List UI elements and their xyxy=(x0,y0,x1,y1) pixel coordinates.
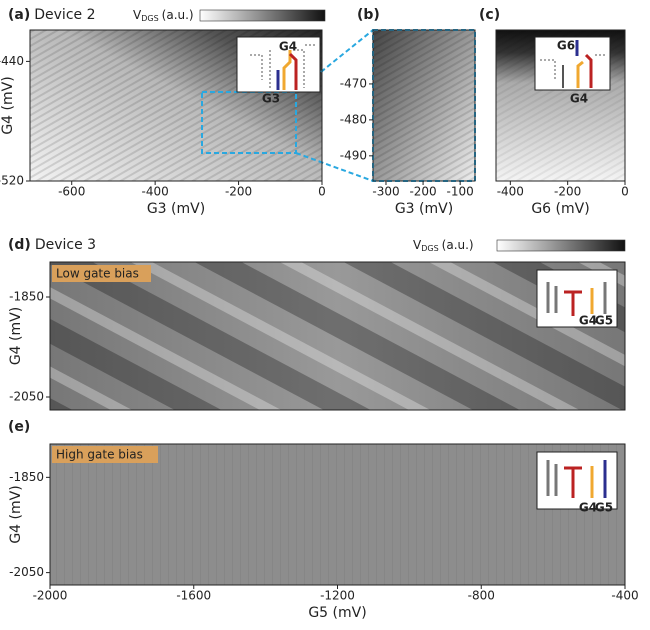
heatmap-texture xyxy=(50,444,625,585)
badge: Low gate bias xyxy=(56,267,139,281)
x-tick-label: -200 xyxy=(554,185,581,199)
y-axis-label: G4 (mV) xyxy=(8,307,24,365)
layout xyxy=(30,9,626,585)
panel-label: (e) xyxy=(8,419,30,435)
panel-label: (d) xyxy=(8,237,31,253)
y-axis-label: G4 (mV) xyxy=(8,485,24,543)
plot-frame xyxy=(372,29,476,182)
x-tick-label: -300 xyxy=(372,185,399,199)
inset-e xyxy=(536,451,618,510)
y-tick-label: -440 xyxy=(0,54,24,68)
inset-label: G6 xyxy=(557,39,575,53)
y-tick-label: -470 xyxy=(340,76,367,90)
panel-label: (a) xyxy=(8,7,30,23)
badge: High gate bias xyxy=(56,448,143,462)
inset-label: G4 xyxy=(570,92,588,106)
gate xyxy=(576,60,584,88)
plot-frame xyxy=(29,29,323,182)
colorbar-symbol: V xyxy=(133,8,142,22)
x-tick-label: 0 xyxy=(318,185,326,199)
colorbar-subscript: DGS xyxy=(141,14,158,23)
inset-label: G4 xyxy=(579,314,597,328)
x-tick-label: -800 xyxy=(468,589,495,603)
x-tick-label: -600 xyxy=(58,185,85,199)
inset-label: G3 xyxy=(262,92,280,106)
x-axis-label: G5 (mV) xyxy=(308,605,366,621)
gate xyxy=(564,290,582,316)
panel-label: (b) xyxy=(357,7,380,23)
badge-bg xyxy=(52,446,158,463)
colorbar-label: VDGS (a.u.) xyxy=(133,8,194,23)
panel-label: (c) xyxy=(479,7,500,23)
y-tick-label: -520 xyxy=(0,174,24,188)
gate xyxy=(288,52,298,90)
x-tick-label: -2000 xyxy=(33,589,68,603)
panel-heading: (a) Device 2 xyxy=(8,7,96,23)
colorbar-subscript: DGS xyxy=(421,244,438,253)
plot-frame xyxy=(49,261,626,411)
y-tick-label: -490 xyxy=(340,148,367,162)
inset-label: G4 xyxy=(579,501,597,515)
y-tick-label: -480 xyxy=(340,112,367,126)
y-axis-label: G4 (mV) xyxy=(0,76,16,134)
x-axis-label: G3 (mV) xyxy=(395,201,453,217)
colorbar-unit: (a.u.) xyxy=(442,238,474,252)
heatmap-texture xyxy=(50,262,625,410)
colorbar-symbol: V xyxy=(413,238,422,252)
inset-label: G5 xyxy=(595,314,613,328)
inset-gates xyxy=(250,44,315,88)
zoom-line xyxy=(295,152,374,182)
zoom-box xyxy=(201,91,297,154)
x-tick-label: -400 xyxy=(142,185,169,199)
x-tick-label: -200 xyxy=(225,185,252,199)
colorbar xyxy=(496,239,626,252)
heatmap-texture xyxy=(373,30,475,181)
colorbar xyxy=(199,9,326,22)
panel-heading: (d) Device 3 xyxy=(8,237,96,253)
y-tick-label: -2050 xyxy=(9,565,44,579)
y-tick-label: -2050 xyxy=(9,390,44,404)
panel-heading: (b) xyxy=(357,7,380,23)
panel-heading: (e) xyxy=(8,419,30,435)
panel-title: Device 3 xyxy=(35,237,96,253)
badge-bg xyxy=(52,265,151,282)
inset-label: G4 xyxy=(279,40,297,54)
inset-d xyxy=(536,269,618,328)
inset-a xyxy=(236,36,321,93)
colorbar-label: VDGS (a.u.) xyxy=(413,238,474,253)
y-tick-label: -1850 xyxy=(9,470,44,484)
inset-gates xyxy=(540,54,605,80)
inset-box xyxy=(534,36,611,91)
panel-heading: (c) xyxy=(479,7,500,23)
y-tick-label: -1850 xyxy=(9,290,44,304)
x-axis-label: G6 (mV) xyxy=(531,201,589,217)
inset-c xyxy=(534,36,611,91)
x-tick-label: -1200 xyxy=(320,589,355,603)
colorbar-unit: (a.u.) xyxy=(162,8,194,22)
plot-frame xyxy=(495,29,626,182)
x-axis-label: G3 (mV) xyxy=(147,201,205,217)
x-tick-label: -400 xyxy=(611,589,638,603)
gate xyxy=(564,466,582,498)
x-tick-label: -400 xyxy=(497,185,524,199)
inset-label: G5 xyxy=(595,501,613,515)
x-tick-label: -100 xyxy=(447,185,474,199)
panel-title: Device 2 xyxy=(34,7,95,23)
x-tick-label: -200 xyxy=(409,185,436,199)
x-tick-label: 0 xyxy=(621,185,629,199)
gate xyxy=(584,53,593,88)
x-tick-label: -1600 xyxy=(176,589,211,603)
